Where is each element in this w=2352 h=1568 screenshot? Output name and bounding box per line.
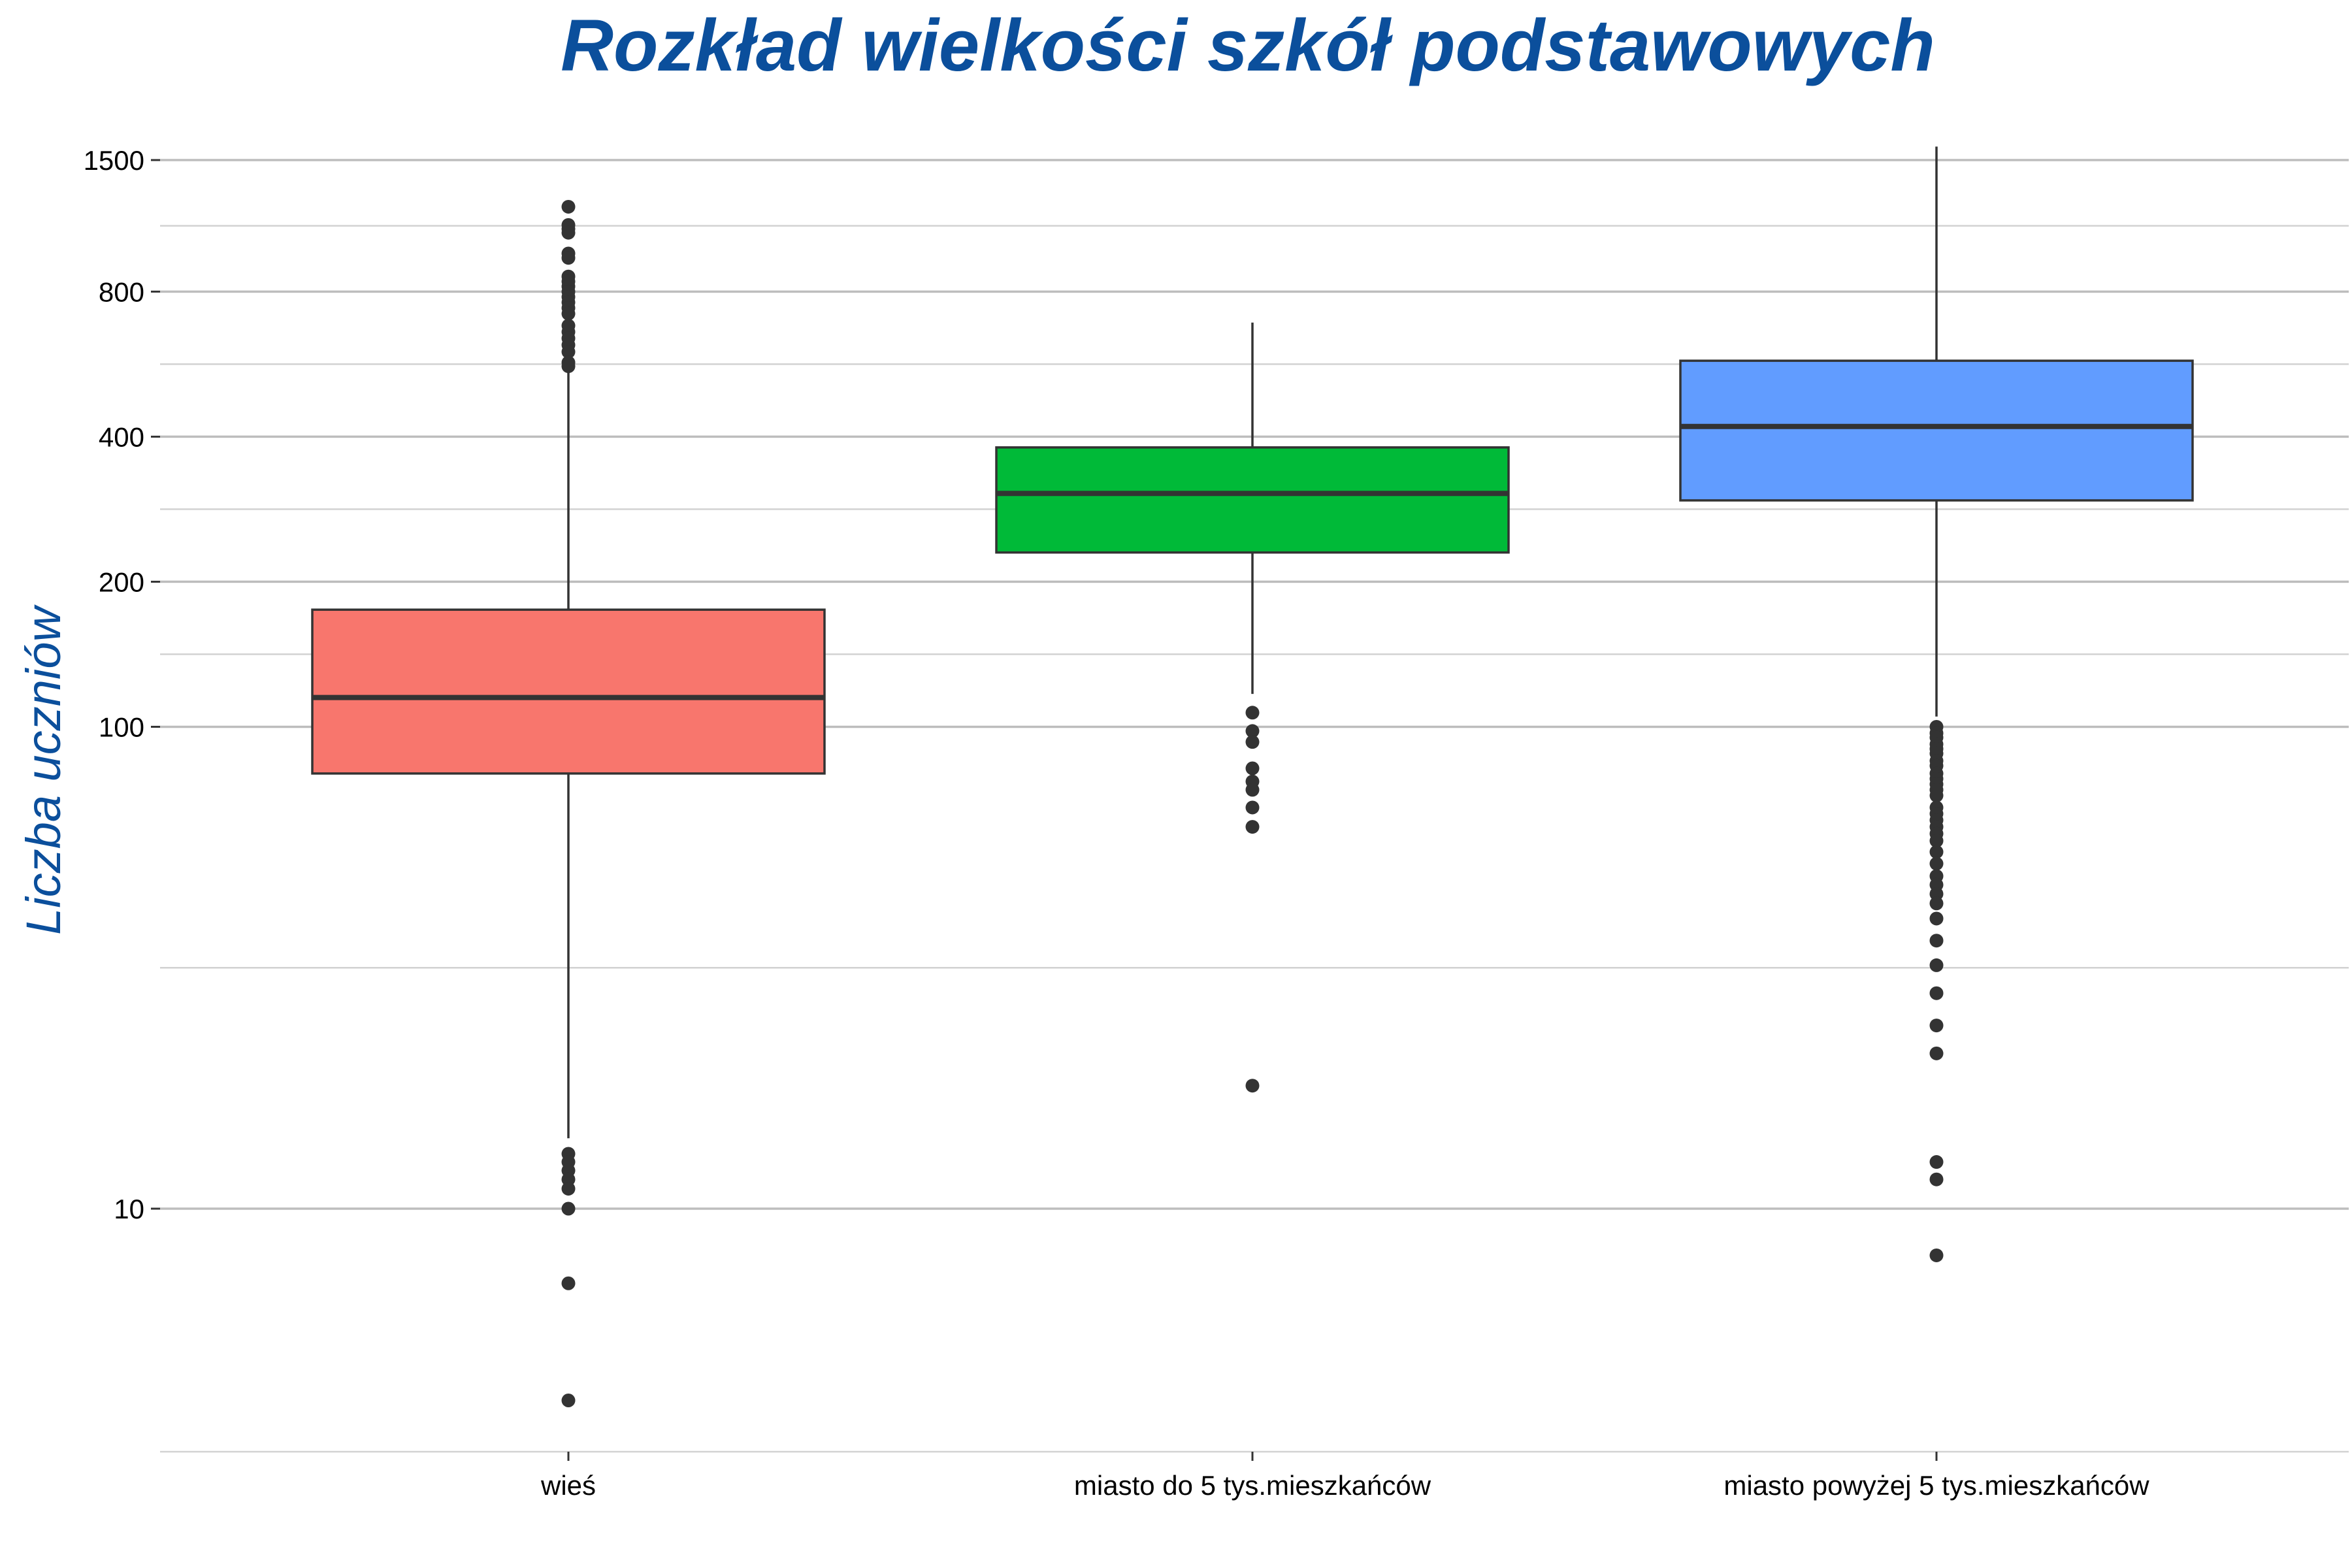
outlier-point (1929, 911, 1944, 926)
outlier-point (1929, 887, 1944, 901)
outlier-point (1245, 724, 1260, 738)
box-group-2 (995, 322, 1510, 1093)
outlier-point (1929, 986, 1944, 1000)
outlier-point (1245, 706, 1260, 720)
y-tick-label: 200 (99, 566, 144, 597)
boxes (311, 146, 2194, 1408)
outlier-point (561, 306, 576, 321)
y-tick-label: 10 (114, 1194, 144, 1224)
box-iqr (1679, 359, 2194, 502)
outlier-point (1245, 735, 1260, 749)
outlier-point (561, 1394, 576, 1408)
outlier-point (1929, 1155, 1944, 1169)
outlier-point (1929, 1248, 1944, 1262)
outlier-point (1245, 783, 1260, 797)
outlier-point (561, 1276, 576, 1290)
outlier-point (561, 225, 576, 240)
x-tick-label: miasto powyżej 5 tys.mieszkańców (1723, 1470, 2149, 1501)
chart-title: Rozkład wielkości szkół podstawowych (561, 5, 1935, 86)
outlier-point (561, 359, 576, 374)
outlier-point (1929, 958, 1944, 972)
outlier-point (1929, 1172, 1944, 1186)
outlier-point (1929, 896, 1944, 911)
box-iqr (311, 608, 826, 775)
outlier-point (561, 1201, 576, 1216)
outlier-point (1929, 845, 1944, 859)
y-tick-label: 400 (99, 421, 144, 452)
x-tick-label: wieś (540, 1470, 596, 1501)
outlier-point (1245, 761, 1260, 776)
y-tick-label: 800 (99, 276, 144, 307)
outlier-point (1245, 820, 1260, 834)
box-group-3 (1679, 146, 2194, 1262)
outlier-point (1929, 1046, 1944, 1060)
outlier-point (1929, 857, 1944, 871)
y-tick-label: 100 (99, 711, 144, 742)
box-iqr (995, 446, 1510, 554)
outlier-point (561, 1181, 576, 1196)
x-tick-label: miasto do 5 tys.mieszkańców (1074, 1470, 1431, 1501)
outlier-point (1929, 1019, 1944, 1033)
outlier-point (1929, 934, 1944, 948)
outlier-point (1245, 1079, 1260, 1093)
outlier-point (1929, 834, 1944, 848)
outlier-point (1929, 789, 1944, 803)
outlier-point (561, 345, 576, 359)
y-axis-label: Liczba uczniów (16, 604, 71, 935)
outlier-point (1245, 800, 1260, 815)
axes: 10 100 200 400 800 1500 wieś miasto do 5 tys.mi… (84, 145, 2150, 1501)
y-tick-label: 1500 (84, 145, 144, 176)
outlier-point (561, 199, 576, 214)
box-group-1 (311, 199, 826, 1408)
outlier-point (561, 251, 576, 265)
